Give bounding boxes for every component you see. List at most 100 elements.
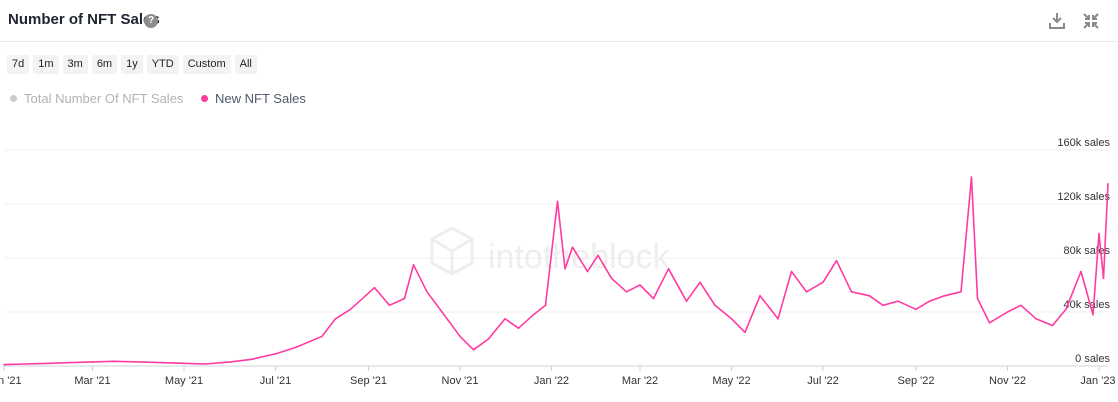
data-point [388, 304, 391, 307]
data-point [988, 322, 991, 324]
x-tick-label: Jul '21 [260, 375, 291, 387]
data-point [229, 361, 232, 363]
data-point [564, 268, 566, 270]
range-3m-button[interactable]: 3m [62, 55, 88, 74]
y-tick-label: 0 sales [1075, 353, 1110, 365]
range-7d-button[interactable]: 7d [7, 55, 30, 74]
legend-marker [10, 95, 17, 102]
data-point [426, 290, 428, 293]
data-point [321, 335, 323, 338]
data-point [295, 346, 298, 348]
data-point [459, 335, 461, 338]
data-point [24, 363, 26, 365]
series-layer [3, 176, 1109, 366]
data-point [112, 360, 115, 363]
data-point [204, 363, 206, 365]
legend-item-new-sales[interactable]: New NFT Sales [201, 91, 306, 106]
grid-lines [4, 149, 1108, 367]
x-tick-label: Nov '21 [442, 375, 479, 387]
data-point [373, 286, 376, 289]
legend-item-total-sales[interactable]: Total Number Of NFT Sales [10, 91, 183, 106]
y-tick-label: 40k sales [1064, 299, 1111, 311]
legend-marker [201, 95, 209, 102]
x-tick-label: Nov '22 [989, 375, 1026, 387]
data-point [943, 295, 946, 297]
x-tick-label: Jul '22 [807, 375, 838, 387]
data-point [625, 290, 628, 293]
data-point [1080, 270, 1082, 273]
range-1m-button[interactable]: 1m [33, 55, 59, 74]
data-point [976, 297, 979, 300]
x-tick-label: Mar '21 [74, 375, 110, 387]
x-tick-label: Mar '22 [622, 375, 658, 387]
download-icon[interactable] [1047, 11, 1067, 31]
x-axis: Jan '21 Mar '21 May '21 Jul '21 Sep '21 Nov '… [0, 366, 1116, 387]
data-point [667, 268, 670, 270]
data-point [1035, 317, 1037, 320]
data-point [1092, 313, 1094, 316]
data-point [159, 361, 161, 364]
data-point [274, 353, 277, 355]
y-tick-label: 80k sales [1064, 245, 1111, 257]
data-point [3, 363, 5, 366]
data-point [685, 300, 688, 303]
data-point [744, 331, 746, 334]
data-point [868, 295, 871, 297]
watermark: intotheblock [430, 226, 670, 276]
data-point [532, 313, 535, 316]
data-point [250, 358, 253, 361]
range-all-button[interactable]: All [234, 55, 257, 74]
data-point [1051, 324, 1054, 327]
range-1y-button[interactable]: 1y [121, 55, 143, 74]
data-point [1065, 308, 1067, 311]
x-tick-label: Jan '21 [0, 375, 22, 387]
data-point [504, 317, 506, 320]
data-point [652, 297, 655, 300]
data-point [517, 327, 520, 330]
y-axis: 0 sales 40k sales 80k sales 120k sales 160k … [1057, 137, 1110, 365]
question-circle-icon[interactable]: ? [144, 14, 158, 28]
data-point [586, 270, 589, 273]
data-point [897, 300, 899, 303]
data-point [556, 200, 559, 203]
data-point [412, 263, 415, 266]
data-point [928, 300, 931, 303]
chart-header: Number of NFT Sales ? [0, 0, 1118, 42]
legend-label: Total Number Of NFT Sales [24, 91, 184, 106]
data-point [1102, 277, 1105, 280]
x-tick-label: May '22 [712, 375, 750, 387]
legend-label: New NFT Sales [215, 91, 306, 106]
data-point [1006, 311, 1009, 313]
data-point [472, 349, 475, 351]
data-point [759, 295, 761, 297]
y-tick-label: 120k sales [1057, 191, 1110, 203]
data-point [334, 317, 337, 320]
data-point [699, 281, 701, 284]
y-tick-label: 160k sales [1057, 137, 1110, 149]
data-point [970, 176, 973, 178]
data-point [835, 259, 838, 262]
x-tick-label: Jan '23 [1080, 375, 1115, 387]
x-tick-label: Jan '22 [534, 375, 569, 387]
data-point [403, 297, 406, 300]
data-point [960, 290, 962, 293]
x-tick-label: Sep '21 [350, 375, 387, 387]
data-point [364, 295, 367, 297]
data-point [1020, 304, 1022, 307]
data-point [882, 304, 884, 307]
data-point [138, 361, 140, 363]
range-6m-button[interactable]: 6m [91, 55, 118, 74]
data-point [183, 362, 185, 365]
range-custom-button[interactable]: Custom [182, 55, 231, 74]
data-point [1107, 182, 1109, 185]
data-point [571, 246, 574, 248]
data-point [610, 277, 613, 280]
range-ytd-button[interactable]: YTD [146, 55, 179, 74]
data-point [790, 270, 793, 273]
data-point [349, 308, 352, 311]
data-point [70, 361, 73, 364]
data-point [850, 290, 853, 293]
data-point [1098, 232, 1100, 235]
collapse-arrows-icon[interactable] [1081, 11, 1101, 31]
